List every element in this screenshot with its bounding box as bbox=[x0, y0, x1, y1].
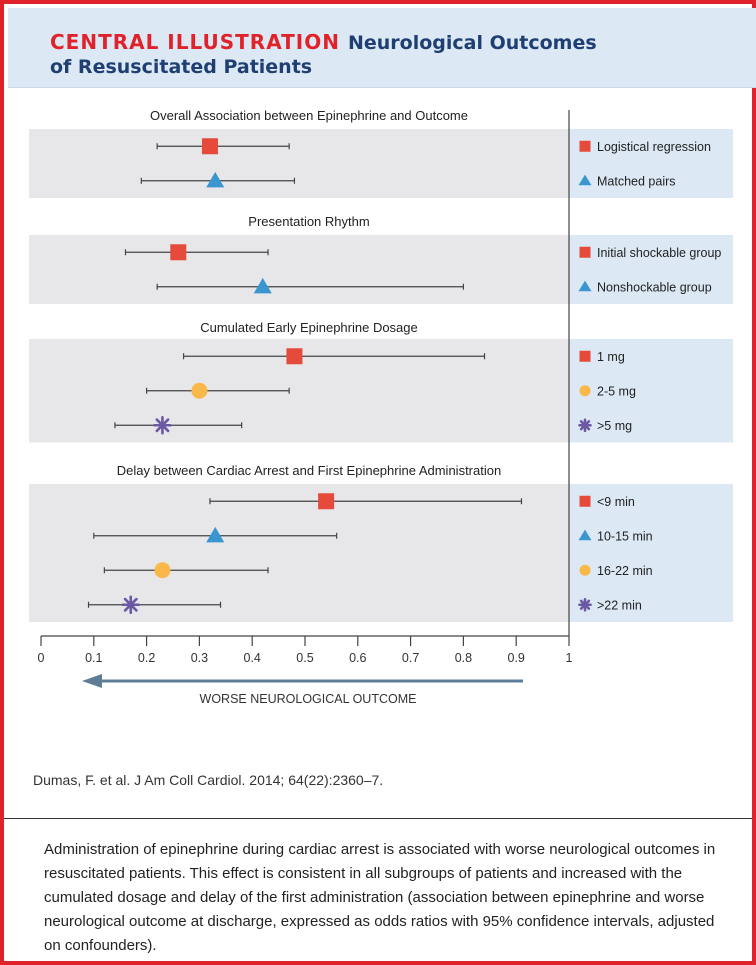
legend-label: 1 mg bbox=[597, 350, 625, 364]
legend-marker-circle bbox=[579, 564, 591, 576]
legend-marker-square bbox=[579, 246, 591, 258]
legend-marker-asterisk bbox=[578, 418, 592, 433]
legend-marker-circle bbox=[579, 385, 591, 397]
legend-label: >5 mg bbox=[597, 419, 632, 433]
group-legend-bg bbox=[569, 484, 733, 622]
estimate-marker-square bbox=[170, 244, 187, 261]
legend-label: Matched pairs bbox=[597, 174, 676, 188]
x-tick-label: 0.6 bbox=[349, 651, 366, 665]
legend-marker-square bbox=[579, 495, 591, 507]
estimate-marker-circle bbox=[154, 562, 171, 579]
x-tick-label: 0.4 bbox=[244, 651, 261, 665]
legend-label: 16-22 min bbox=[597, 564, 653, 578]
group-panel-bg bbox=[29, 129, 569, 198]
estimate-marker-triangle bbox=[206, 171, 225, 188]
x-tick-label: 0.5 bbox=[296, 651, 313, 665]
legend-marker-asterisk bbox=[578, 597, 592, 612]
group-legend-bg bbox=[569, 339, 733, 443]
estimate-marker-square bbox=[318, 493, 335, 510]
legend-label: 2-5 mg bbox=[597, 384, 636, 398]
group-title: Overall Association between Epinephrine … bbox=[150, 108, 468, 123]
x-tick-label: 0.8 bbox=[455, 651, 472, 665]
legend-marker-square bbox=[579, 140, 591, 152]
citation: Dumas, F. et al. J Am Coll Cardiol. 2014… bbox=[33, 772, 384, 788]
legend-marker-triangle bbox=[578, 280, 592, 292]
central-illustration-label: CENTRAL ILLUSTRATION bbox=[50, 30, 340, 54]
x-tick-label: 0.9 bbox=[508, 651, 525, 665]
legend-label: Initial shockable group bbox=[597, 246, 721, 260]
x-tick-label: 0.3 bbox=[191, 651, 208, 665]
group-panel-bg bbox=[29, 484, 569, 622]
legend-label: >22 min bbox=[597, 598, 642, 612]
group-legend-bg bbox=[569, 129, 733, 198]
figure-title: CENTRAL ILLUSTRATION Neurological Outcome… bbox=[50, 30, 610, 79]
legend-label: Nonshockable group bbox=[597, 280, 712, 294]
estimate-marker-square bbox=[201, 138, 218, 155]
estimate-marker-square bbox=[286, 348, 303, 365]
x-tick-label: 0 bbox=[38, 651, 45, 665]
legend-label: 10-15 min bbox=[597, 529, 653, 543]
direction-arrow-head bbox=[82, 674, 102, 688]
caption-text: Administration of epinephrine during car… bbox=[44, 841, 716, 954]
estimate-marker-asterisk bbox=[121, 595, 141, 615]
x-tick-label: 0.7 bbox=[402, 651, 419, 665]
direction-label: WORSE NEUROLOGICAL OUTCOME bbox=[200, 692, 417, 706]
group-legend-bg bbox=[569, 235, 733, 304]
legend-marker-triangle bbox=[578, 174, 592, 186]
figure-title-text: Neurological Outcomes of Resuscitated Pa… bbox=[50, 32, 597, 78]
legend-marker-square bbox=[579, 350, 591, 362]
x-tick-label: 0.2 bbox=[138, 651, 155, 665]
group-title: Delay between Cardiac Arrest and First E… bbox=[117, 463, 501, 478]
legend-marker-triangle bbox=[578, 529, 592, 541]
caption-divider bbox=[4, 818, 752, 819]
legend-label: <9 min bbox=[597, 495, 635, 509]
group-title: Presentation Rhythm bbox=[248, 214, 369, 229]
estimate-marker-circle bbox=[191, 382, 208, 399]
x-tick-label: 0.1 bbox=[85, 651, 102, 665]
group-panel-bg bbox=[29, 235, 569, 304]
estimate-marker-triangle bbox=[253, 277, 272, 294]
group-title: Cumulated Early Epinephrine Dosage bbox=[200, 320, 418, 335]
header-banner: CENTRAL ILLUSTRATION Neurological Outcome… bbox=[8, 8, 756, 88]
legend-label: Logistical regression bbox=[597, 140, 711, 154]
estimate-marker-triangle bbox=[206, 526, 225, 543]
x-tick-label: 1 bbox=[566, 651, 573, 665]
estimate-marker-asterisk bbox=[153, 415, 172, 435]
